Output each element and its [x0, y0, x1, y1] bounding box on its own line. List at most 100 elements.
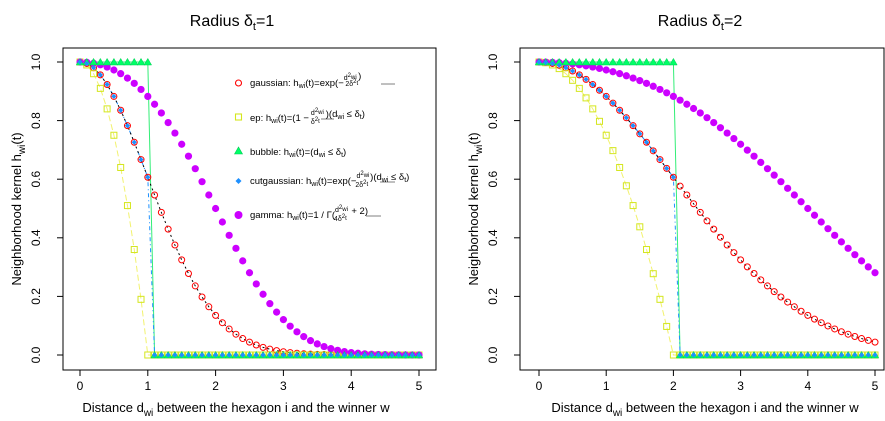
cutgaussian-point [138, 156, 144, 163]
ep-point [123, 202, 131, 210]
bubble-point [116, 57, 125, 66]
gaussian-point [851, 332, 859, 340]
gamma-point [259, 290, 267, 298]
gamma-point [144, 92, 152, 100]
gamma-point [150, 100, 159, 108]
gamma-point [710, 118, 718, 127]
cutgaussian-point [172, 352, 178, 358]
cutgaussian-point [165, 352, 171, 358]
panel-left: Radius δt=1 Distance dwi between the hex… [9, 13, 437, 419]
gamma-point [595, 64, 604, 73]
y-axis-label-left: Neighborhood kernel hwi(t) [9, 132, 28, 285]
gamma-point [273, 308, 281, 316]
x-axis-label-left: Distance dwi between the hexagon i and t… [82, 400, 390, 419]
gaussian-point [858, 335, 866, 343]
gamma-point [871, 269, 879, 277]
ep-point [629, 202, 637, 210]
x-tick-label: 5 [416, 379, 423, 393]
cutgaussian-point [536, 59, 542, 65]
legend-cutgaussian: cutgaussian: hwi(t)=exp(−d2wi 2δ2t)(dwi ≤… [250, 171, 409, 189]
bubble-point [581, 57, 591, 66]
gamma-point [777, 178, 785, 186]
bubble-point [109, 57, 119, 66]
gamma-point [689, 104, 698, 113]
gamma-point [609, 68, 617, 76]
gamma-point [157, 109, 165, 117]
gamma-point [279, 316, 287, 324]
gaussian-point [232, 330, 240, 338]
gaussian-point [844, 330, 852, 338]
gamma-point [716, 124, 725, 132]
cutgaussian-point [118, 107, 124, 113]
ep-point [582, 94, 590, 102]
gamma-point [171, 129, 179, 137]
cutgaussian-point [549, 60, 556, 67]
legend: gaussian: hwi(t)=exp(−d2wi 2δ2t) ep: hwi… [233, 71, 409, 223]
cutgaussian-point [240, 352, 246, 358]
gaussian-point [797, 307, 805, 315]
gaussian-point [871, 338, 879, 346]
cutgaussian-point [233, 352, 239, 358]
gaussian-point [171, 241, 179, 249]
cutgaussian-point [389, 352, 395, 358]
cutgaussian-point [858, 352, 865, 358]
gamma-point [110, 66, 118, 74]
cutgaussian-point [402, 352, 409, 358]
gaussian-point [737, 256, 745, 264]
cutgaussian-point [872, 352, 878, 358]
gamma-point [123, 74, 132, 82]
gamma-point [703, 114, 711, 122]
gaussian-point [703, 217, 711, 225]
ep-point [130, 246, 138, 254]
cutgaussian-point [287, 352, 293, 358]
cutgaussian-point [375, 352, 381, 358]
cutgaussian-point [335, 352, 341, 358]
cutgaussian-point [711, 352, 717, 358]
ep-point [96, 84, 104, 92]
cutgaussian-point [832, 352, 838, 358]
gamma-point [245, 269, 254, 277]
gaussian-point [790, 303, 798, 311]
cutgaussian-point [778, 352, 784, 358]
gaussian-point [246, 338, 253, 346]
cutgaussian-point [684, 352, 690, 358]
cutgaussian-point [576, 72, 582, 78]
ep-point [649, 270, 657, 278]
cutgaussian-point [845, 352, 851, 358]
cutgaussian-point [690, 352, 697, 358]
gaussian-point [817, 319, 825, 327]
cutgaussian-point [650, 148, 656, 154]
cutgaussian-point [77, 59, 83, 65]
cutgaussian-point [382, 352, 388, 358]
x-tick-label: 1 [144, 379, 151, 393]
gamma-point [730, 134, 738, 143]
axes-left: 0 1 2 3 4 5 0.0 0.2 0.4 0.6 0.8 1.0 [29, 53, 423, 393]
gamma-point [178, 140, 186, 148]
gaussian-point [804, 311, 812, 319]
gaussian-point [636, 130, 644, 138]
gaussian-point [110, 92, 118, 100]
cutgaussian-point [321, 352, 327, 358]
ep-point [562, 70, 570, 78]
gamma-point [286, 322, 294, 330]
x-tick-label: 4 [804, 379, 811, 393]
gaussian-point [730, 249, 738, 257]
gamma-point [232, 244, 240, 252]
gamma-point [198, 178, 206, 186]
gaussian-point [595, 86, 603, 94]
gamma-point [622, 72, 630, 80]
cutgaussian-point [838, 352, 844, 358]
gamma-point [313, 340, 321, 348]
bubble-point [669, 57, 678, 66]
y-tick-label: 0.4 [29, 229, 43, 246]
gamma-point [239, 257, 247, 265]
cutgaussian-point [570, 68, 576, 74]
x-tick-label: 2 [212, 379, 219, 393]
gaussian-point [178, 256, 186, 264]
ep-point [609, 147, 617, 155]
gaussian-point [837, 328, 845, 336]
gaussian-point [643, 138, 651, 146]
gamma-point [837, 238, 846, 246]
ep-point [656, 295, 664, 303]
ep-point [663, 322, 671, 330]
